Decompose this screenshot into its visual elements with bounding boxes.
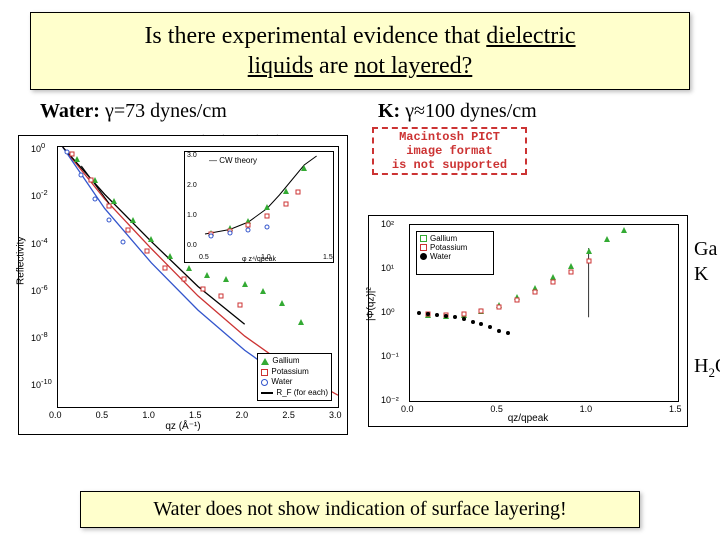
mac-l1: Macintosh PICT bbox=[378, 131, 521, 145]
left-inset-svg bbox=[185, 152, 333, 262]
left-inset: — CW theory0.51.01.50.01.02.03.0φ z⁴/qpe… bbox=[184, 151, 334, 263]
k-value: γ≈100 dynes/cm bbox=[400, 100, 536, 122]
mac-l3: is not supported bbox=[378, 159, 521, 173]
mac-l2: image format bbox=[378, 145, 521, 159]
conclusion-box: Water does not show indication of surfac… bbox=[80, 491, 640, 528]
labels-row: Water: γ=73 dynes/cm K: γ≈100 dynes/cm bbox=[40, 100, 690, 123]
water-prefix: Water: bbox=[40, 100, 100, 122]
k-label: K: γ≈100 dynes/cm bbox=[378, 100, 690, 123]
title-line-2: liquids are not layered? bbox=[43, 51, 677, 81]
side-h2o: H2O bbox=[694, 355, 720, 381]
conclusion-text: Water does not show indication of surfac… bbox=[153, 498, 566, 520]
title-pre: Is there experimental evidence that bbox=[144, 23, 486, 49]
water-value: γ=73 dynes/cm bbox=[100, 100, 227, 122]
left-ylabel: Reflectivity bbox=[16, 237, 27, 285]
left-plot-area: — CW theory0.51.01.50.01.02.03.0φ z⁴/qpe… bbox=[57, 146, 339, 408]
right-xlabel: qz/qpeak bbox=[508, 413, 549, 424]
side-labels: Ga K bbox=[694, 237, 717, 287]
left-legend: GalliumPotassiumWaterR_F (for each) bbox=[257, 353, 332, 401]
right-plot-area: GalliumPotassiumWater bbox=[409, 224, 679, 402]
left-xlabel: qz (Å⁻¹) bbox=[165, 421, 200, 432]
side-ga: Ga bbox=[694, 237, 717, 262]
right-inset-legend: GalliumPotassiumWater bbox=[416, 231, 494, 275]
title-u1: dielectric bbox=[486, 23, 575, 49]
title-line-1: Is there experimental evidence that diel… bbox=[43, 21, 677, 51]
title-box: Is there experimental evidence that diel… bbox=[30, 12, 690, 90]
structure-factor-chart: |Φ(qz)|² qz/qpeak GalliumPotassiumWater … bbox=[368, 215, 688, 427]
title-u2b: not layered? bbox=[354, 53, 472, 79]
water-label: Water: γ=73 dynes/cm bbox=[40, 100, 378, 123]
title-u2a: liquids bbox=[248, 53, 313, 79]
right-ylabel: |Φ(qz)|² bbox=[366, 287, 377, 321]
side-k: K bbox=[694, 262, 717, 287]
content-row: R(Qz)/RF(Qz) R(Qz) Macintosh PICT image … bbox=[18, 127, 702, 447]
title-mid: are bbox=[313, 53, 354, 79]
mac-pict-placeholder: Macintosh PICT image format is not suppo… bbox=[372, 127, 527, 175]
k-prefix: K: bbox=[378, 100, 400, 122]
reflectivity-chart: Reflectivity qz (Å⁻¹) — CW theory0.51.01… bbox=[18, 135, 348, 435]
